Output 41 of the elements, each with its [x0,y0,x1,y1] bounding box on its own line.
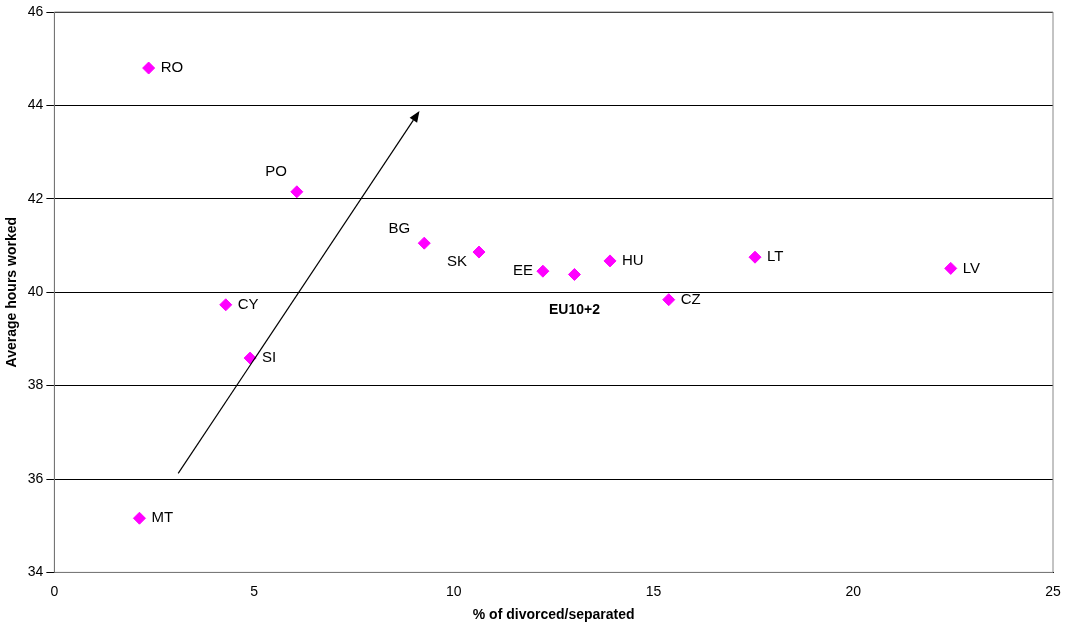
point [243,351,257,365]
data-label: CY [237,294,259,312]
x-tick-label: 20 [845,582,862,599]
y-axis-title: Average hours worked [3,216,20,368]
data-label: SI [262,348,277,366]
data-label: BG [388,219,411,237]
y-tick-label: 40 [27,283,44,300]
point [536,264,550,278]
data-label: SK [446,252,467,270]
x-tick-label: 5 [250,582,259,599]
data-label: EE [512,261,533,279]
point [290,185,304,199]
data-label: MT [151,508,174,526]
y-tick-label: 36 [27,469,44,486]
point [603,254,617,268]
data-label: HU [622,251,644,269]
data-label: CZ [680,289,701,307]
x-axis-title: % of divorced/separated [472,606,635,623]
point [567,267,581,281]
y-tick-label: 44 [27,96,44,113]
data-label: PO [265,161,287,179]
y-tick-label: 42 [27,189,44,206]
data-label: RO [160,58,184,76]
point [132,511,146,525]
point [748,250,762,264]
point [219,298,233,312]
y-tick-label: 38 [27,376,44,393]
point [944,261,958,275]
point [662,293,676,307]
x-tick-label: 0 [50,582,59,599]
y-tick-label: 34 [27,563,44,580]
point [142,61,156,75]
x-tick-label: 10 [446,582,462,599]
data-label: LT [767,247,784,265]
data-label: LV [962,258,980,276]
x-tick-label: 15 [645,582,662,599]
x-tick-label: 25 [1045,582,1061,599]
y-tick-label: 46 [27,2,44,19]
data-label: EU10+2 [548,301,601,318]
point [472,245,486,259]
point [417,236,431,250]
